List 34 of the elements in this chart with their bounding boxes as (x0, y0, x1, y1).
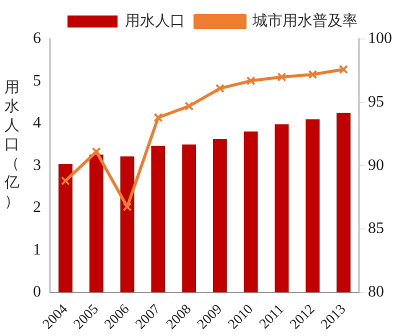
bar (336, 112, 351, 292)
y2-tick-label: 95 (368, 94, 384, 111)
y-tick-label: 3 (33, 156, 41, 174)
point (154, 112, 163, 122)
y-tick-label: 0 (33, 284, 41, 301)
bar (244, 131, 258, 292)
y2-tick-label: 90 (368, 156, 384, 174)
legend-label: 用水人口 (125, 11, 185, 30)
y-tick-label: 6 (33, 30, 41, 48)
y2-tick-label: 100 (368, 30, 392, 48)
point (246, 76, 256, 86)
bar (151, 146, 166, 292)
y2-tick-label: 80 (368, 284, 384, 301)
y-tick-label: 1 (33, 241, 41, 258)
point (308, 70, 318, 79)
bar (120, 156, 134, 292)
point (60, 176, 70, 186)
legend-label: 城市用水普及率 (252, 11, 358, 30)
y-tick-label: 5 (33, 72, 41, 90)
point (339, 64, 348, 74)
point (215, 84, 224, 93)
bar (58, 164, 72, 292)
y-axis-title: 用水人口（亿） (4, 78, 20, 211)
bar (89, 154, 104, 292)
bar (182, 144, 196, 292)
y-tick-label: 2 (33, 199, 41, 216)
bar (306, 119, 320, 292)
point (277, 72, 286, 82)
y-tick-label: 4 (33, 114, 41, 132)
point (122, 202, 132, 212)
bar (213, 139, 227, 292)
point (184, 102, 194, 111)
bar (274, 124, 289, 292)
y2-tick-label: 85 (368, 220, 384, 238)
